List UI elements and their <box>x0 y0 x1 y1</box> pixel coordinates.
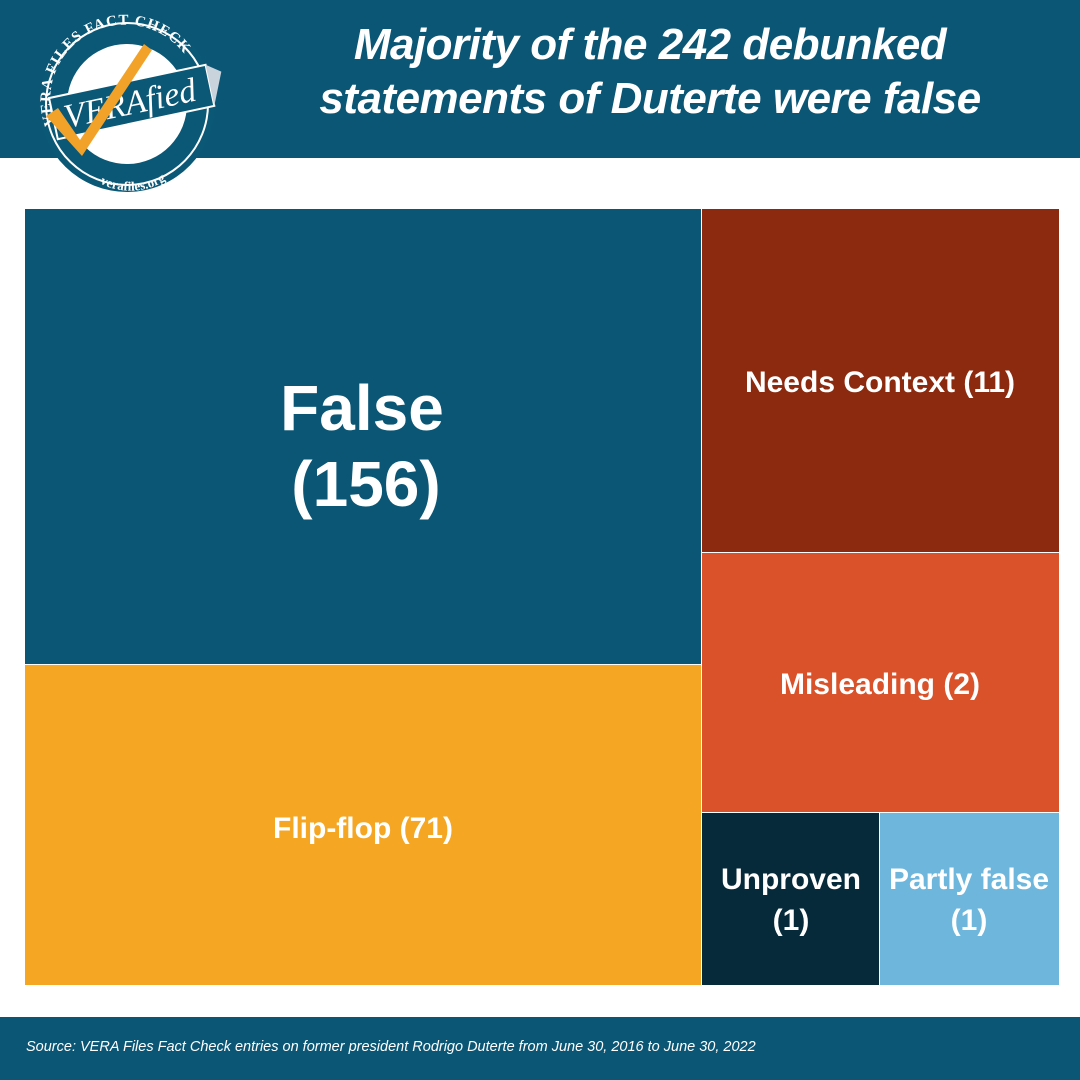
footer-banner: Source: VERA Files Fact Check entries on… <box>0 1017 1080 1080</box>
tile-false <box>25 209 701 664</box>
page-title: Majority of the 242 debunked statements … <box>240 18 1060 126</box>
tile-partly-false <box>880 813 1059 985</box>
title-line-2: statements of Duterte were false <box>319 74 981 123</box>
label-false-name: False <box>280 372 444 444</box>
tile-flip-flop <box>25 665 701 985</box>
label-misleading: Misleading (2) <box>780 668 980 701</box>
verafied-logo: VERA FILES FACT CHECK verafiles.org VERA… <box>22 4 222 199</box>
label-unproven-value: (1) <box>773 904 810 937</box>
label-needs-context: Needs Context (11) <box>745 366 1015 399</box>
checkmark-icon <box>46 44 152 156</box>
tile-needs-context <box>702 209 1059 552</box>
source-note: Source: VERA Files Fact Check entries on… <box>26 1039 756 1055</box>
title-line-1: Majority of the 242 debunked <box>353 20 947 69</box>
label-false-value: (156) <box>291 448 440 520</box>
label-unproven-name: Unproven <box>721 863 861 896</box>
label-flip-flop: Flip-flop (71) <box>273 812 453 845</box>
tile-unproven <box>702 813 879 985</box>
label-partly-false-name: Partly false <box>889 863 1049 896</box>
label-partly-false-value: (1) <box>951 904 988 937</box>
tile-misleading <box>702 553 1059 812</box>
